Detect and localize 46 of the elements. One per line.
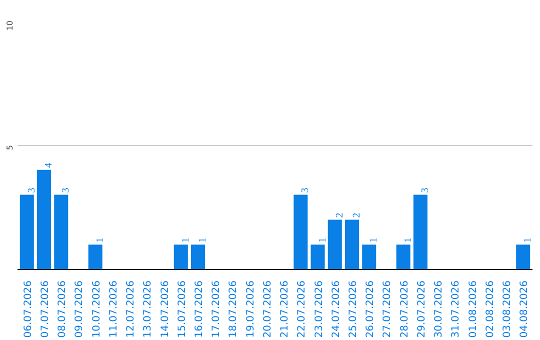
- x-tick-label: 18.07.2026: [228, 280, 240, 338]
- x-tick-label: 29.07.2026: [416, 280, 428, 338]
- x-tick-label: 25.07.2026: [348, 280, 359, 338]
- y-tick-label: 10: [6, 20, 14, 31]
- x-tick-label: 03.08.2026: [502, 280, 513, 338]
- x-tick-label: 21.07.2026: [280, 280, 291, 338]
- data-label: 1: [180, 238, 192, 243]
- data-label: 4: [44, 162, 55, 168]
- x-tick-label: 12.07.2026: [126, 280, 137, 338]
- x-tick-label: 16.07.2026: [194, 280, 206, 338]
- data-label: 1: [94, 238, 106, 243]
- x-tick-label: 02.08.2026: [484, 280, 496, 338]
- x-tick-label: 19.07.2026: [245, 280, 256, 338]
- x-tick-label: 09.07.2026: [74, 280, 86, 338]
- x-tick-label: 04.08.2026: [519, 280, 530, 338]
- x-tick-label: 31.07.2026: [450, 280, 462, 338]
- x-tick-label: 10.07.2026: [91, 280, 102, 338]
- x-tick-label: 17.07.2026: [211, 280, 222, 338]
- data-label: 1: [522, 238, 534, 243]
- data-label: 3: [300, 188, 312, 193]
- data-label: 2: [334, 212, 346, 218]
- x-tick-label: 06.07.2026: [22, 280, 34, 338]
- x-tick-label: 27.07.2026: [382, 280, 394, 338]
- x-tick-label: 30.07.2026: [434, 280, 445, 338]
- data-label: 3: [26, 188, 38, 193]
- data-label: 2: [351, 212, 362, 218]
- x-tick-label: 11.07.2026: [108, 280, 120, 338]
- x-tick-label: 28.07.2026: [399, 280, 410, 338]
- x-tick-label: 23.07.2026: [314, 280, 325, 338]
- x-tick-label: 13.07.2026: [142, 280, 154, 338]
- x-tick-label: 26.07.2026: [365, 280, 376, 338]
- y-tick-label: 5: [6, 144, 14, 150]
- x-tick-label: 14.07.2026: [160, 280, 171, 338]
- data-label: 1: [198, 238, 209, 243]
- x-tick-label: 07.07.2026: [40, 280, 52, 338]
- x-tick-label: 24.07.2026: [330, 280, 342, 338]
- x-tick-label: 08.07.2026: [57, 280, 68, 338]
- data-label: 1: [317, 238, 328, 243]
- data-label: 1: [368, 238, 380, 243]
- x-tick-label: 01.08.2026: [468, 280, 479, 338]
- data-label: 3: [420, 188, 431, 193]
- x-tick-label: 20.07.2026: [262, 280, 274, 338]
- data-label: 3: [60, 188, 72, 193]
- x-tick-label: 22.07.2026: [296, 280, 308, 338]
- data-label: 1: [402, 238, 414, 243]
- x-tick-label: 15.07.2026: [176, 280, 188, 338]
